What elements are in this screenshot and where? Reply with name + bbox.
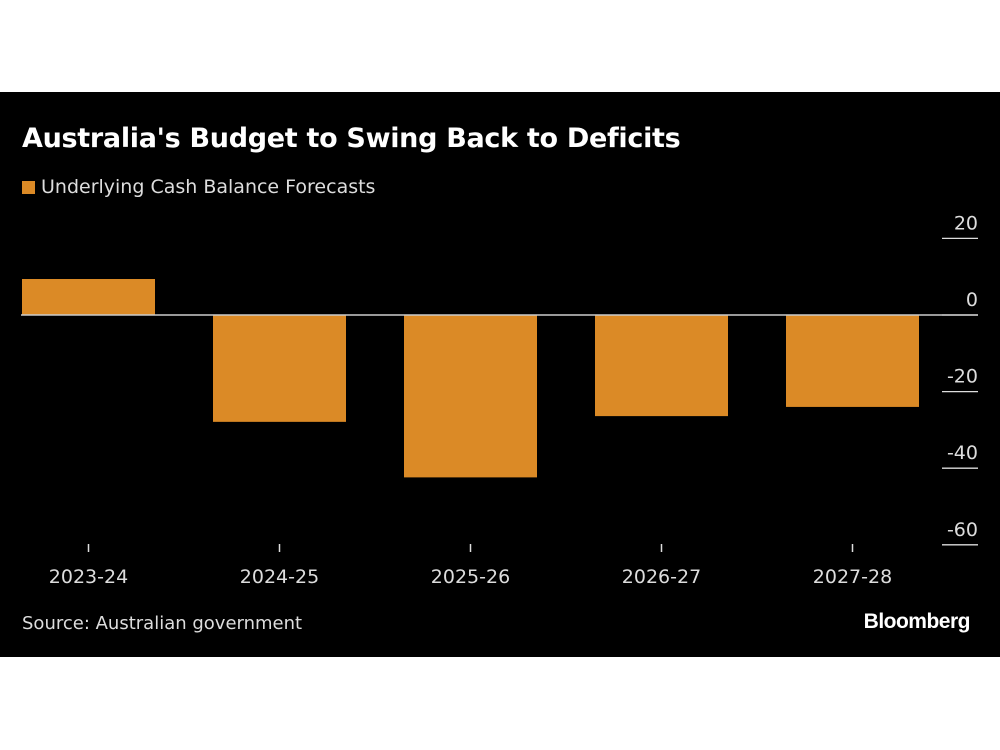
- bar-2024-25: [213, 315, 346, 422]
- y-tick-label: 0: [966, 289, 978, 311]
- source-note: Source: Australian government: [22, 613, 303, 634]
- x-tick-label: 2024-25: [240, 566, 319, 588]
- bar-2026-27: [595, 315, 728, 417]
- legend: Underlying Cash Balance Forecasts: [22, 176, 375, 198]
- bar-2023-24: [22, 278, 155, 315]
- legend-swatch: [22, 180, 35, 194]
- x-tick-label: 2027-28: [813, 566, 892, 588]
- x-tick-label: 2026-27: [622, 566, 701, 588]
- chart-title: Australia's Budget to Swing Back to Defi…: [22, 123, 681, 154]
- chart-panel: Australia's Budget to Swing Back to Defi…: [0, 92, 1000, 657]
- y-tick-label: -60: [947, 519, 978, 541]
- bar-2025-26: [404, 315, 537, 478]
- y-tick-label: -40: [947, 442, 978, 464]
- bar-chart: 20 0 -20 -40 -60 2023-24 2024-25 2025-26 2026-27…: [21, 212, 978, 588]
- bloomberg-logo: Bloomberg: [863, 610, 971, 633]
- x-tick-label: 2025-26: [431, 566, 510, 588]
- y-tick-label: 20: [954, 212, 978, 234]
- y-tick-label: -20: [947, 366, 978, 388]
- x-tick-label: 2023-24: [49, 566, 128, 588]
- legend-label: Underlying Cash Balance Forecasts: [41, 176, 376, 198]
- bar-2027-28: [786, 315, 919, 407]
